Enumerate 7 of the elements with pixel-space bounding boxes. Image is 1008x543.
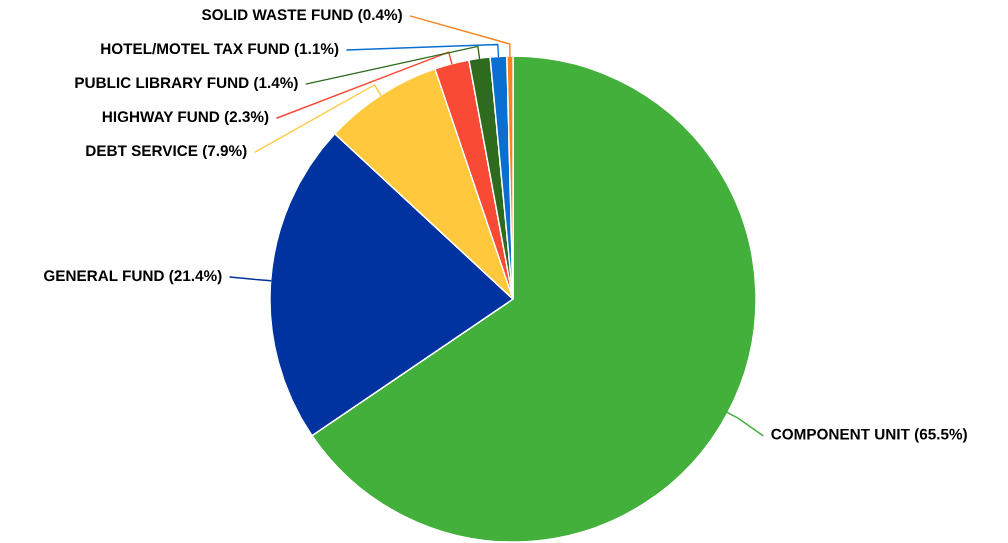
slice-label: HIGHWAY FUND (2.3%) (102, 110, 269, 126)
slice-label: HOTEL/MOTEL TAX FUND (1.1%) (101, 42, 339, 58)
slice-label: DEBT SERVICE (7.9%) (86, 144, 247, 160)
slice-label: GENERAL FUND (21.4%) (44, 269, 222, 285)
slice-label: COMPONENT UNIT (65.5%) (771, 428, 967, 443)
slice-label: PUBLIC LIBRARY FUND (1.4%) (75, 76, 298, 92)
slice-label: SOLID WASTE FUND (0.4%) (201, 8, 402, 24)
